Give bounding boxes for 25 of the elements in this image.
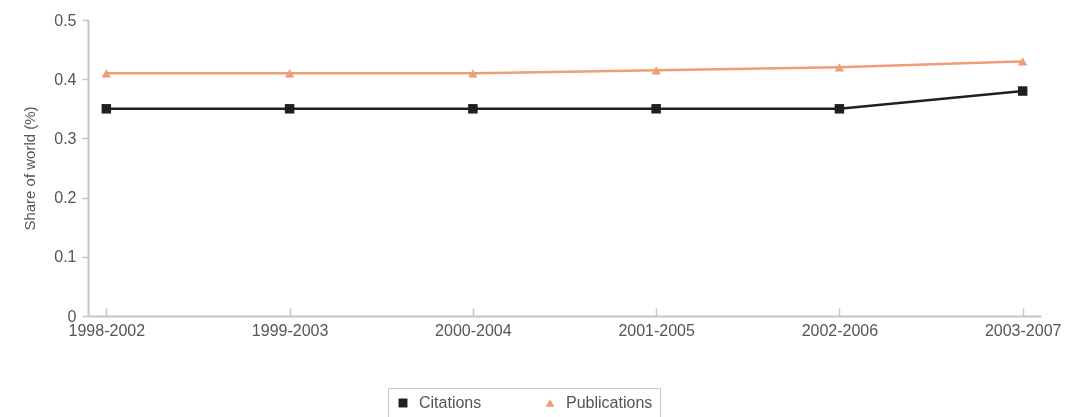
y-tick-label: 0.1 [54, 248, 77, 266]
point [1017, 86, 1028, 96]
point [284, 69, 295, 78]
legend-label: Citations [419, 394, 482, 411]
x-tick-label: 1999-2003 [251, 321, 329, 339]
x-tick-label: 2001-2005 [618, 321, 695, 339]
point [101, 104, 112, 114]
y-tick-label: 0.3 [54, 129, 77, 147]
point [834, 63, 845, 72]
legend-label: Publications [566, 394, 653, 411]
point [284, 104, 295, 114]
x-tick-label: 2003-2007 [984, 321, 1062, 339]
point [468, 104, 478, 114]
x-tick-label: 2000-2004 [435, 321, 512, 339]
point [1017, 57, 1028, 66]
point [651, 66, 661, 75]
y-tick-label: 0.2 [54, 189, 77, 207]
point [101, 69, 112, 78]
point [834, 104, 845, 114]
x-tick-label: 2002-2006 [801, 321, 879, 339]
y-tick-label: 0.5 [54, 11, 77, 29]
point [468, 69, 478, 78]
y-axis-title: Share of world (%) [21, 106, 39, 231]
point [651, 104, 661, 114]
y-tick-label: 0.4 [54, 70, 77, 88]
